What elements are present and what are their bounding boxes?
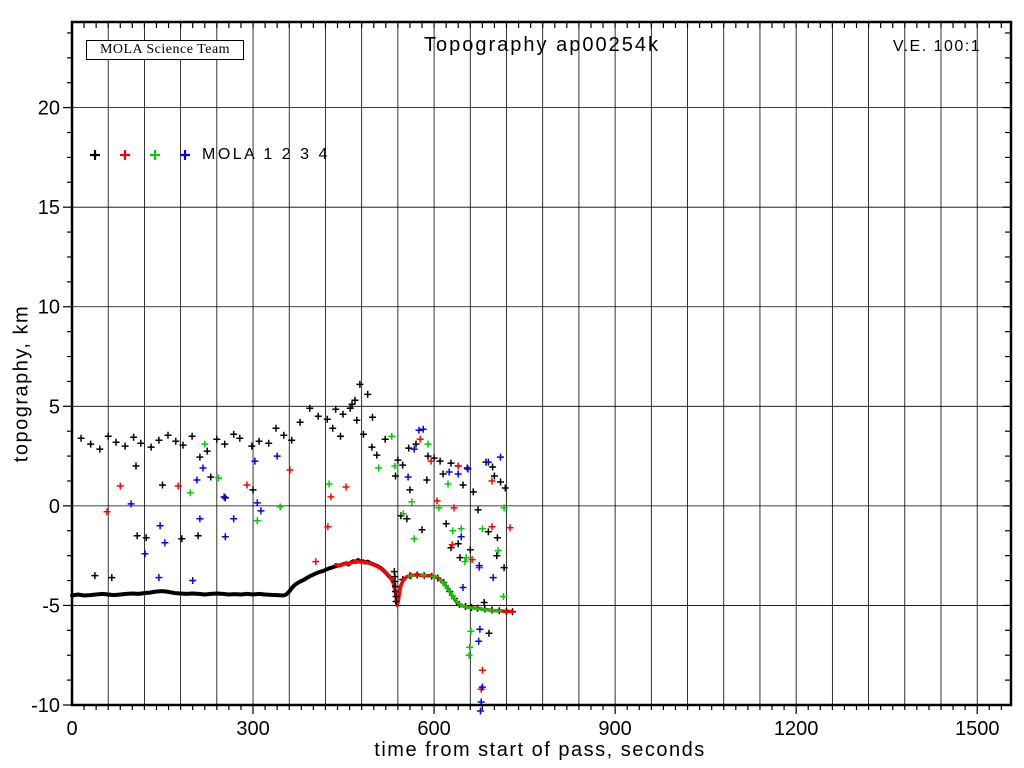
legend-marker-3	[150, 150, 160, 160]
series-mola2-scatter	[103, 435, 514, 693]
page-title: Topography ap00254k	[424, 34, 660, 56]
svg-text:-10: -10	[31, 695, 60, 717]
legend-markers	[90, 150, 190, 160]
legend-marker-1	[90, 150, 100, 160]
series-mola2-track	[333, 559, 515, 614]
series-mola3-track	[438, 578, 502, 613]
svg-text:0: 0	[66, 718, 77, 740]
svg-text:20: 20	[38, 98, 60, 120]
svg-text:15: 15	[38, 197, 60, 219]
y-tick-labels: -10 -5 0 5 10 15 20	[31, 98, 60, 717]
credit-box: MOLA Science Team	[86, 40, 244, 60]
series-mola1-track-specks	[399, 571, 516, 616]
series-mola3-track-specks	[407, 571, 456, 599]
y-axis-title: topography, km	[10, 304, 33, 463]
plot-frame	[70, 20, 1013, 707]
x-axis-title: time from start of pass, seconds	[374, 739, 706, 761]
svg-text:600: 600	[417, 718, 450, 740]
series-mola4-scatter	[127, 425, 504, 715]
svg-text:0: 0	[49, 496, 60, 518]
legend-label: MOLA 1 2 3 4	[202, 146, 330, 163]
svg-text:1200: 1200	[774, 718, 819, 740]
x-tick-labels: 0 300 600 900 1200 1500	[66, 718, 999, 740]
data-series	[70, 380, 516, 715]
legend-marker-2	[120, 150, 130, 160]
gridlines	[72, 22, 1011, 705]
svg-text:5: 5	[49, 396, 60, 418]
series-mola3-scatter	[186, 432, 508, 659]
svg-text:300: 300	[236, 718, 269, 740]
svg-text:1500: 1500	[955, 718, 1000, 740]
series-mola1-notch	[390, 568, 400, 605]
series-mola1-scatter	[77, 380, 509, 637]
vertical-exaggeration-label: V.E. 100:1	[892, 38, 982, 55]
svg-text:-5: -5	[42, 595, 60, 617]
legend-marker-4	[180, 150, 190, 160]
svg-text:10: 10	[38, 297, 60, 319]
svg-text:900: 900	[598, 718, 631, 740]
